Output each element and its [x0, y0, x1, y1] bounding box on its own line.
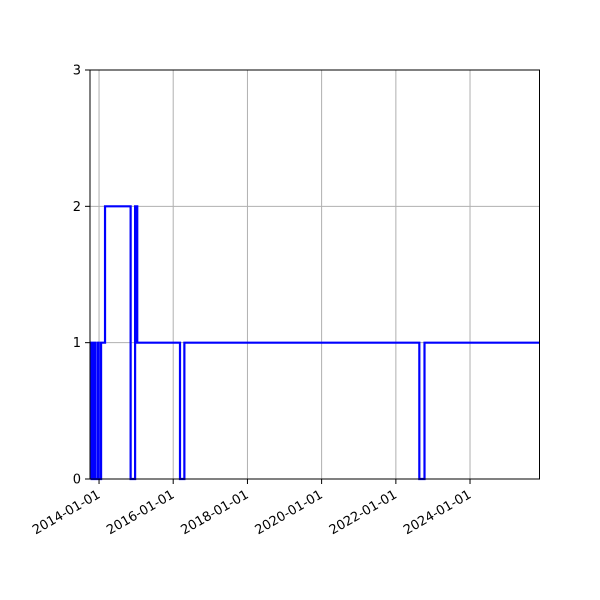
y-tick-label: 2	[73, 200, 81, 215]
data-series-line	[90, 205, 540, 481]
x-tick-label: 2022-01-01	[327, 487, 400, 538]
y-tick-label: 3	[73, 64, 81, 79]
x-tick-label: 2014-01-01	[30, 487, 103, 538]
x-tick-label: 2024-01-01	[401, 487, 474, 538]
plot-border	[89, 69, 540, 480]
x-tick-label: 2018-01-01	[179, 487, 252, 538]
x-tick-label: 2016-01-01	[104, 487, 177, 538]
x-tick-label: 2020-01-01	[253, 487, 326, 538]
y-tick-label: 1	[73, 336, 81, 351]
y-tick-label: 0	[73, 473, 81, 488]
